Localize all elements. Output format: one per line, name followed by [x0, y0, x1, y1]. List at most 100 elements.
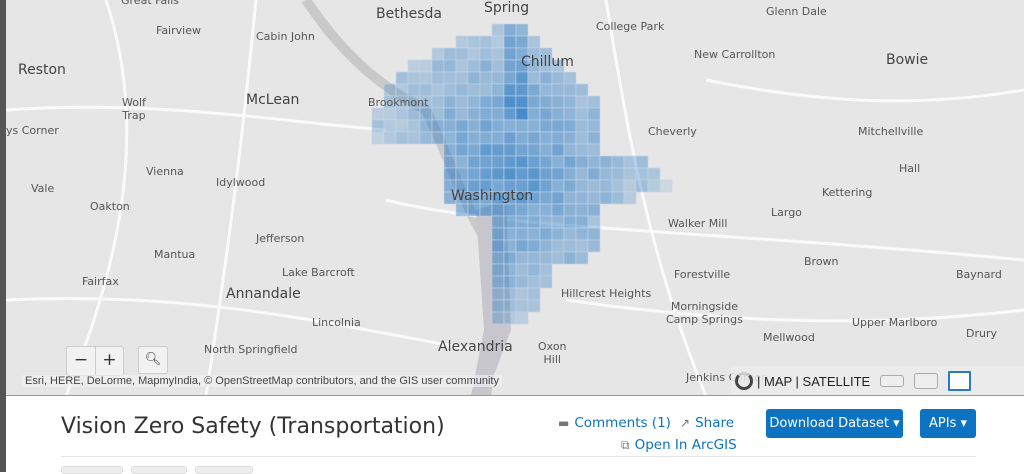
heatmap-cell[interactable]	[623, 179, 637, 193]
heatmap-cell[interactable]	[515, 239, 529, 253]
basemap-option-1[interactable]	[880, 375, 905, 387]
heatmap-cell[interactable]	[551, 143, 565, 157]
heatmap-cell[interactable]	[455, 59, 469, 73]
heatmap-cell[interactable]	[587, 155, 601, 169]
heatmap-cell[interactable]	[503, 131, 517, 145]
heatmap-cell[interactable]	[503, 275, 517, 289]
heatmap-cell[interactable]	[431, 59, 445, 73]
heatmap-cell[interactable]	[527, 71, 541, 85]
heatmap-cell[interactable]	[575, 215, 589, 229]
heatmap-cell[interactable]	[575, 83, 589, 97]
heatmap-cell[interactable]	[431, 119, 445, 133]
heatmap-cell[interactable]	[515, 287, 529, 301]
heatmap-cell[interactable]	[527, 167, 541, 181]
map-search-button[interactable]: 🔍︎	[138, 346, 168, 374]
heatmap-cell[interactable]	[551, 215, 565, 229]
heatmap-cell[interactable]	[551, 71, 565, 85]
heatmap-cell[interactable]	[527, 203, 541, 217]
heatmap-cell[interactable]	[503, 263, 517, 277]
heatmap-cell[interactable]	[527, 35, 541, 49]
tab-2[interactable]	[131, 466, 187, 474]
heatmap-cell[interactable]	[587, 239, 601, 253]
heatmap-cell[interactable]	[491, 83, 505, 97]
heatmap-cell[interactable]	[503, 155, 517, 169]
heatmap-cell[interactable]	[527, 287, 541, 301]
comments-link[interactable]: ▬ Comments (1)	[558, 415, 671, 431]
heatmap-cell[interactable]	[491, 143, 505, 157]
heatmap-cell[interactable]	[467, 59, 481, 73]
heatmap-cell[interactable]	[383, 107, 397, 121]
heatmap-cell[interactable]	[563, 179, 577, 193]
heatmap-cell[interactable]	[503, 143, 517, 157]
share-link[interactable]: ↗ Share	[680, 415, 734, 431]
heatmap-cell[interactable]	[575, 107, 589, 121]
heatmap-cell[interactable]	[479, 167, 493, 181]
heatmap-cell[interactable]	[443, 83, 457, 97]
heatmap-cell[interactable]	[563, 119, 577, 133]
heatmap-cell[interactable]	[515, 83, 529, 97]
heatmap-cell[interactable]	[467, 167, 481, 181]
heatmap-cell[interactable]	[539, 203, 553, 217]
heatmap-cell[interactable]	[515, 203, 529, 217]
heatmap-cell[interactable]	[527, 239, 541, 253]
heatmap-cell[interactable]	[431, 107, 445, 121]
heatmap-cell[interactable]	[419, 131, 433, 145]
heatmap-cell[interactable]	[467, 143, 481, 157]
heatmap-cell[interactable]	[491, 95, 505, 109]
heatmap-cell[interactable]	[587, 191, 601, 205]
heatmap-cell[interactable]	[491, 215, 505, 229]
heatmap-cell[interactable]	[575, 203, 589, 217]
heatmap-cell[interactable]	[503, 203, 517, 217]
heatmap-cell[interactable]	[587, 119, 601, 133]
heatmap-cell[interactable]	[455, 83, 469, 97]
heatmap-cell[interactable]	[587, 167, 601, 181]
heatmap-cell[interactable]	[443, 131, 457, 145]
heatmap-cell[interactable]	[587, 215, 601, 229]
heatmap-cell[interactable]	[515, 227, 529, 241]
apis-button[interactable]: APIs ▾	[920, 409, 976, 438]
heatmap-cell[interactable]	[515, 119, 529, 133]
heatmap-cell[interactable]	[395, 131, 409, 145]
basemap-option-3[interactable]	[948, 371, 972, 391]
heatmap-cell[interactable]	[491, 275, 505, 289]
heatmap-cell[interactable]	[515, 215, 529, 229]
open-arcgis-link[interactable]: ⧉ Open In ArcGIS	[621, 437, 737, 453]
heatmap-cell[interactable]	[479, 71, 493, 85]
heatmap-cell[interactable]	[467, 71, 481, 85]
heatmap-cell[interactable]	[563, 227, 577, 241]
heatmap-cell[interactable]	[539, 227, 553, 241]
heatmap-cell[interactable]	[503, 311, 517, 325]
heatmap-cell[interactable]	[467, 95, 481, 109]
heatmap-cell[interactable]	[491, 263, 505, 277]
heatmap-cell[interactable]	[563, 143, 577, 157]
heatmap-cell[interactable]	[539, 239, 553, 253]
heatmap-cell[interactable]	[599, 191, 613, 205]
heatmap-cell[interactable]	[395, 119, 409, 133]
heatmap-cell[interactable]	[503, 119, 517, 133]
heatmap-cell[interactable]	[443, 71, 457, 85]
tab-1[interactable]	[61, 466, 123, 474]
heatmap-cell[interactable]	[575, 95, 589, 109]
heatmap-cell[interactable]	[647, 167, 661, 181]
heatmap-cell[interactable]	[539, 95, 553, 109]
heatmap-cell[interactable]	[479, 83, 493, 97]
heatmap-cell[interactable]	[527, 83, 541, 97]
heatmap-cell[interactable]	[515, 167, 529, 181]
heatmap-cell[interactable]	[503, 107, 517, 121]
heatmap-cell[interactable]	[491, 35, 505, 49]
heatmap-cell[interactable]	[587, 143, 601, 157]
heatmap-cell[interactable]	[443, 167, 457, 181]
basemap-label[interactable]: | MAP | SATELLITE	[757, 373, 871, 389]
heatmap-cell[interactable]	[539, 275, 553, 289]
heatmap-cell[interactable]	[479, 35, 493, 49]
heatmap-cell[interactable]	[419, 83, 433, 97]
heatmap-cell[interactable]	[419, 71, 433, 85]
heatmap-cell[interactable]	[503, 83, 517, 97]
heatmap-cell[interactable]	[455, 203, 469, 217]
heatmap-cell[interactable]	[527, 251, 541, 265]
heatmap-cell[interactable]	[515, 23, 529, 37]
heatmap-cell[interactable]	[503, 35, 517, 49]
tab-3[interactable]	[195, 466, 253, 474]
heatmap-cell[interactable]	[455, 95, 469, 109]
heatmap-cell[interactable]	[479, 143, 493, 157]
